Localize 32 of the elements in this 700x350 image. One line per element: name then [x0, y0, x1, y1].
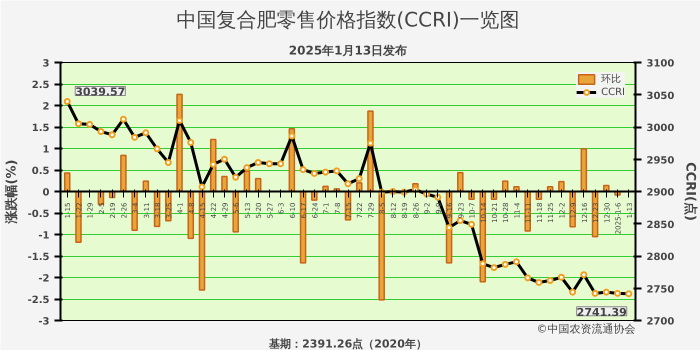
- y-tick-label: 2.5: [32, 80, 50, 91]
- y2-tick-label: 2800: [646, 252, 674, 263]
- y-tick-label: 1.5: [32, 123, 50, 134]
- y-tick-label: -1.5: [28, 252, 50, 263]
- y-tick-label: -0.5: [28, 209, 50, 220]
- y2-tick-label: 2850: [646, 220, 674, 231]
- text: ©中国农资流通协会: [536, 322, 636, 336]
- legend-label: CCRI: [601, 86, 625, 98]
- y2-tick-label: 3000: [646, 123, 674, 134]
- y-axis-title: 涨跌幅(%): [4, 160, 20, 224]
- y2-axis-title: CCRI(点): [682, 162, 698, 221]
- y2-tick-label: 2950: [646, 155, 674, 166]
- legend-label: 环比: [601, 72, 622, 86]
- y-tick-label: -3: [38, 316, 50, 328]
- y2-tick-label: 2700: [646, 316, 674, 328]
- y2-tick-label: 3050: [646, 90, 674, 102]
- text: 基期：2391.26点（2020年）: [268, 338, 427, 350]
- y-tick-label: 2: [42, 102, 50, 112]
- y2-tick-label: 2900: [646, 188, 674, 198]
- y2-tick-label: 2750: [646, 284, 674, 296]
- y-tick-label: 1: [42, 144, 50, 156]
- y-tick-label: -1: [38, 230, 50, 242]
- data-label: 3039.57: [75, 85, 126, 98]
- y2-tick-label: 3100: [646, 58, 674, 70]
- y-tick-label: 0.5: [32, 166, 50, 177]
- chart-title: 中国复合肥零售价格指数(CCRI)一览图: [176, 8, 520, 32]
- data-label: 2741.39: [576, 306, 627, 319]
- y-tick-label: -2: [38, 274, 50, 284]
- y-tick-label: 0: [42, 188, 50, 198]
- chart-subtitle: 2025年1月13日发布: [288, 44, 408, 58]
- y-tick-label: 3: [42, 58, 50, 70]
- y-tick-label: -2.5: [28, 295, 50, 306]
